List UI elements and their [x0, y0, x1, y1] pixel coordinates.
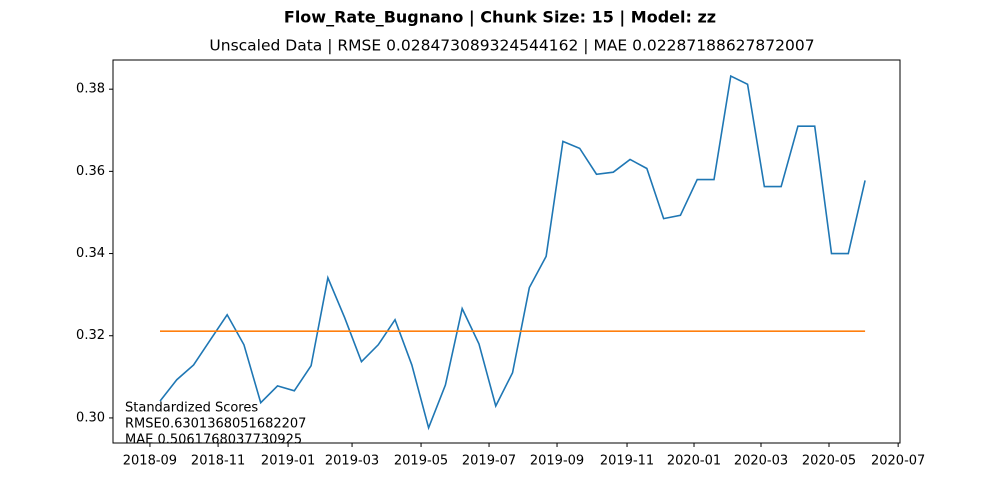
- x-tick-label: 2019-05: [394, 454, 448, 469]
- x-tick-label: 2019-09: [530, 454, 584, 469]
- x-tick-label: 2019-07: [462, 454, 516, 469]
- y-tick-label: 0.34: [76, 246, 105, 261]
- y-tick-label: 0.30: [76, 410, 105, 425]
- y-tick-label: 0.36: [76, 164, 105, 179]
- annotation: RMSE0.6301368051682207: [125, 417, 306, 432]
- x-tick-label: 2018-09: [123, 454, 177, 469]
- x-tick-label: 2019-03: [325, 454, 379, 469]
- y-tick-label: 0.32: [76, 328, 105, 343]
- chart-subtitle: Unscaled Data | RMSE 0.02847308932454416…: [209, 37, 814, 55]
- x-tick-label: 2019-11: [600, 454, 654, 469]
- x-tick-label: 2019-01: [261, 454, 315, 469]
- x-tick-label: 2020-01: [667, 454, 721, 469]
- plot-frame: [112, 59, 901, 444]
- annotation: Standardized Scores: [125, 401, 258, 416]
- x-tick-label: 2020-05: [802, 454, 856, 469]
- chart-title: Flow_Rate_Bugnano | Chunk Size: 15 | Mod…: [284, 8, 716, 28]
- series-line: [159, 74, 866, 431]
- y-tick-label: 0.38: [76, 82, 105, 97]
- annotation: MAE 0.5061768037730925: [125, 433, 302, 448]
- x-tick-label: 2018-11: [191, 454, 245, 469]
- x-tick-label: 2020-07: [871, 454, 925, 469]
- x-tick-label: 2020-03: [734, 454, 788, 469]
